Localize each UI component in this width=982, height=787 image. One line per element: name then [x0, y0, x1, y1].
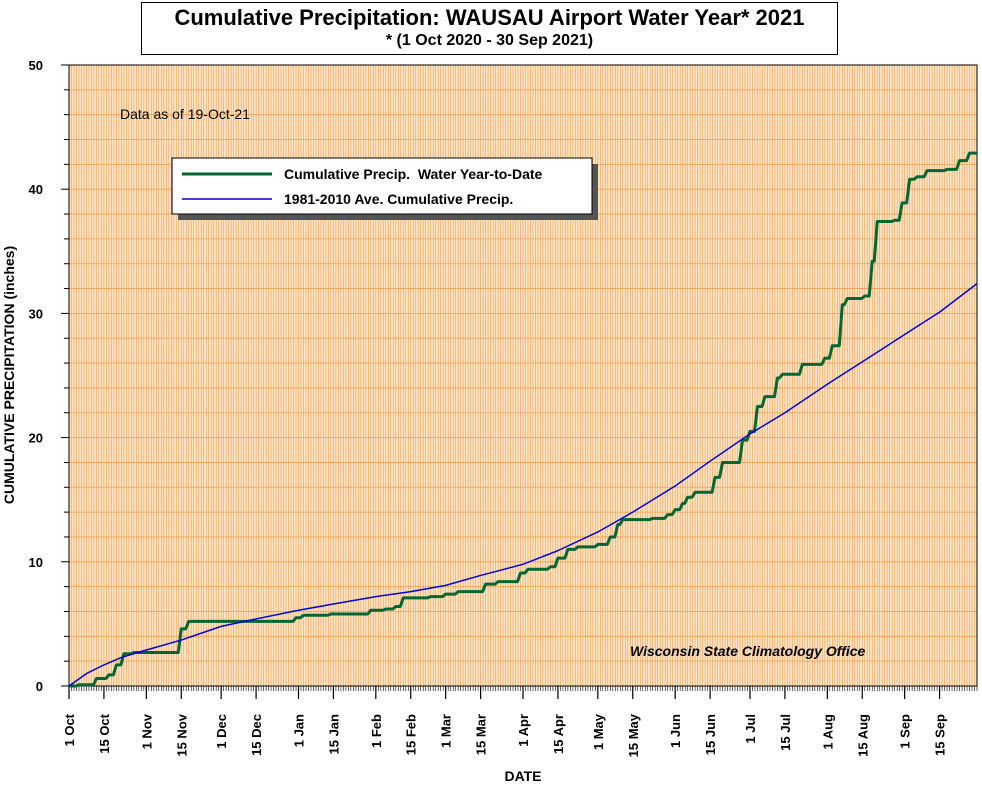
legend-box: [171, 157, 593, 215]
x-tick-label: 15 Oct: [97, 713, 112, 753]
x-tick-label: 1 Nov: [139, 713, 154, 749]
x-tick-label: 1 Oct: [62, 713, 77, 746]
x-tick-label: 15 Feb: [404, 714, 419, 755]
x-tick-label: 1 Feb: [369, 714, 384, 748]
x-tick-label: 1 Jun: [668, 714, 683, 748]
legend-label-actual: Cumulative Precip. Water Year-to-Date: [284, 166, 543, 182]
x-tick-label: 15 May: [626, 713, 641, 757]
chart-subtitle: * (1 Oct 2020 - 30 Sep 2021): [385, 32, 594, 49]
x-tick-label: 1 Apr: [516, 714, 531, 747]
series-group: [68, 151, 978, 688]
data-date-annotation: Data as of 19-Oct-21: [120, 106, 250, 122]
x-tick-label: 15 Mar: [474, 714, 489, 755]
y-tick-label: 40: [29, 182, 43, 197]
x-tick-label: 15 Jan: [326, 714, 341, 755]
x-tick-label: 15 Nov: [174, 713, 189, 756]
chart-title: Cumulative Precipitation: WAUSAU Airport…: [174, 5, 805, 30]
chart-title-box: Cumulative Precipitation: WAUSAU Airport…: [141, 2, 838, 55]
x-tick-label: 15 Apr: [551, 714, 566, 754]
axes: 0 10 20 30 40 50 1 Oct 15 Oct 1 Nov 15 Nov 1 Dec 15…: [29, 58, 978, 757]
x-tick-label: 1 Dec: [214, 714, 229, 749]
y-tick-label: 20: [29, 431, 43, 446]
x-tick-label: 1 Aug: [820, 714, 835, 750]
x-axis-label: DATE: [504, 768, 541, 784]
y-axis-label: CUMULATIVE PRECIPITATION (inches): [1, 246, 17, 504]
y-tick-label: 30: [29, 306, 43, 321]
series-line-average: [68, 282, 978, 687]
x-tick-label: 15 Aug: [855, 714, 870, 757]
credit-text: Wisconsin State Climatology Office: [630, 643, 866, 659]
x-tick-label: 1 Mar: [439, 714, 454, 748]
x-tick-label: 1 Sep: [898, 714, 913, 749]
legend-label-average: 1981-2010 Ave. Cumulative Precip.: [284, 191, 513, 207]
legend: Cumulative Precip. Water Year-to-Date 19…: [171, 157, 598, 220]
x-tick-label: 1 Jul: [743, 714, 758, 744]
x-tick-label: 1 Jan: [291, 714, 306, 747]
y-tick-label: 10: [29, 555, 43, 570]
series-line-actual: [69, 151, 977, 688]
x-tick-label: 15 Sep: [933, 714, 948, 756]
x-tick-label: 15 Dec: [249, 714, 264, 756]
x-tick-label: 15 Jun: [703, 714, 718, 755]
y-tick-label: 50: [29, 58, 43, 73]
x-tick-label: 1 May: [591, 713, 606, 750]
x-tick-label: 15 Jul: [778, 714, 793, 751]
y-tick-label: 0: [36, 679, 43, 694]
